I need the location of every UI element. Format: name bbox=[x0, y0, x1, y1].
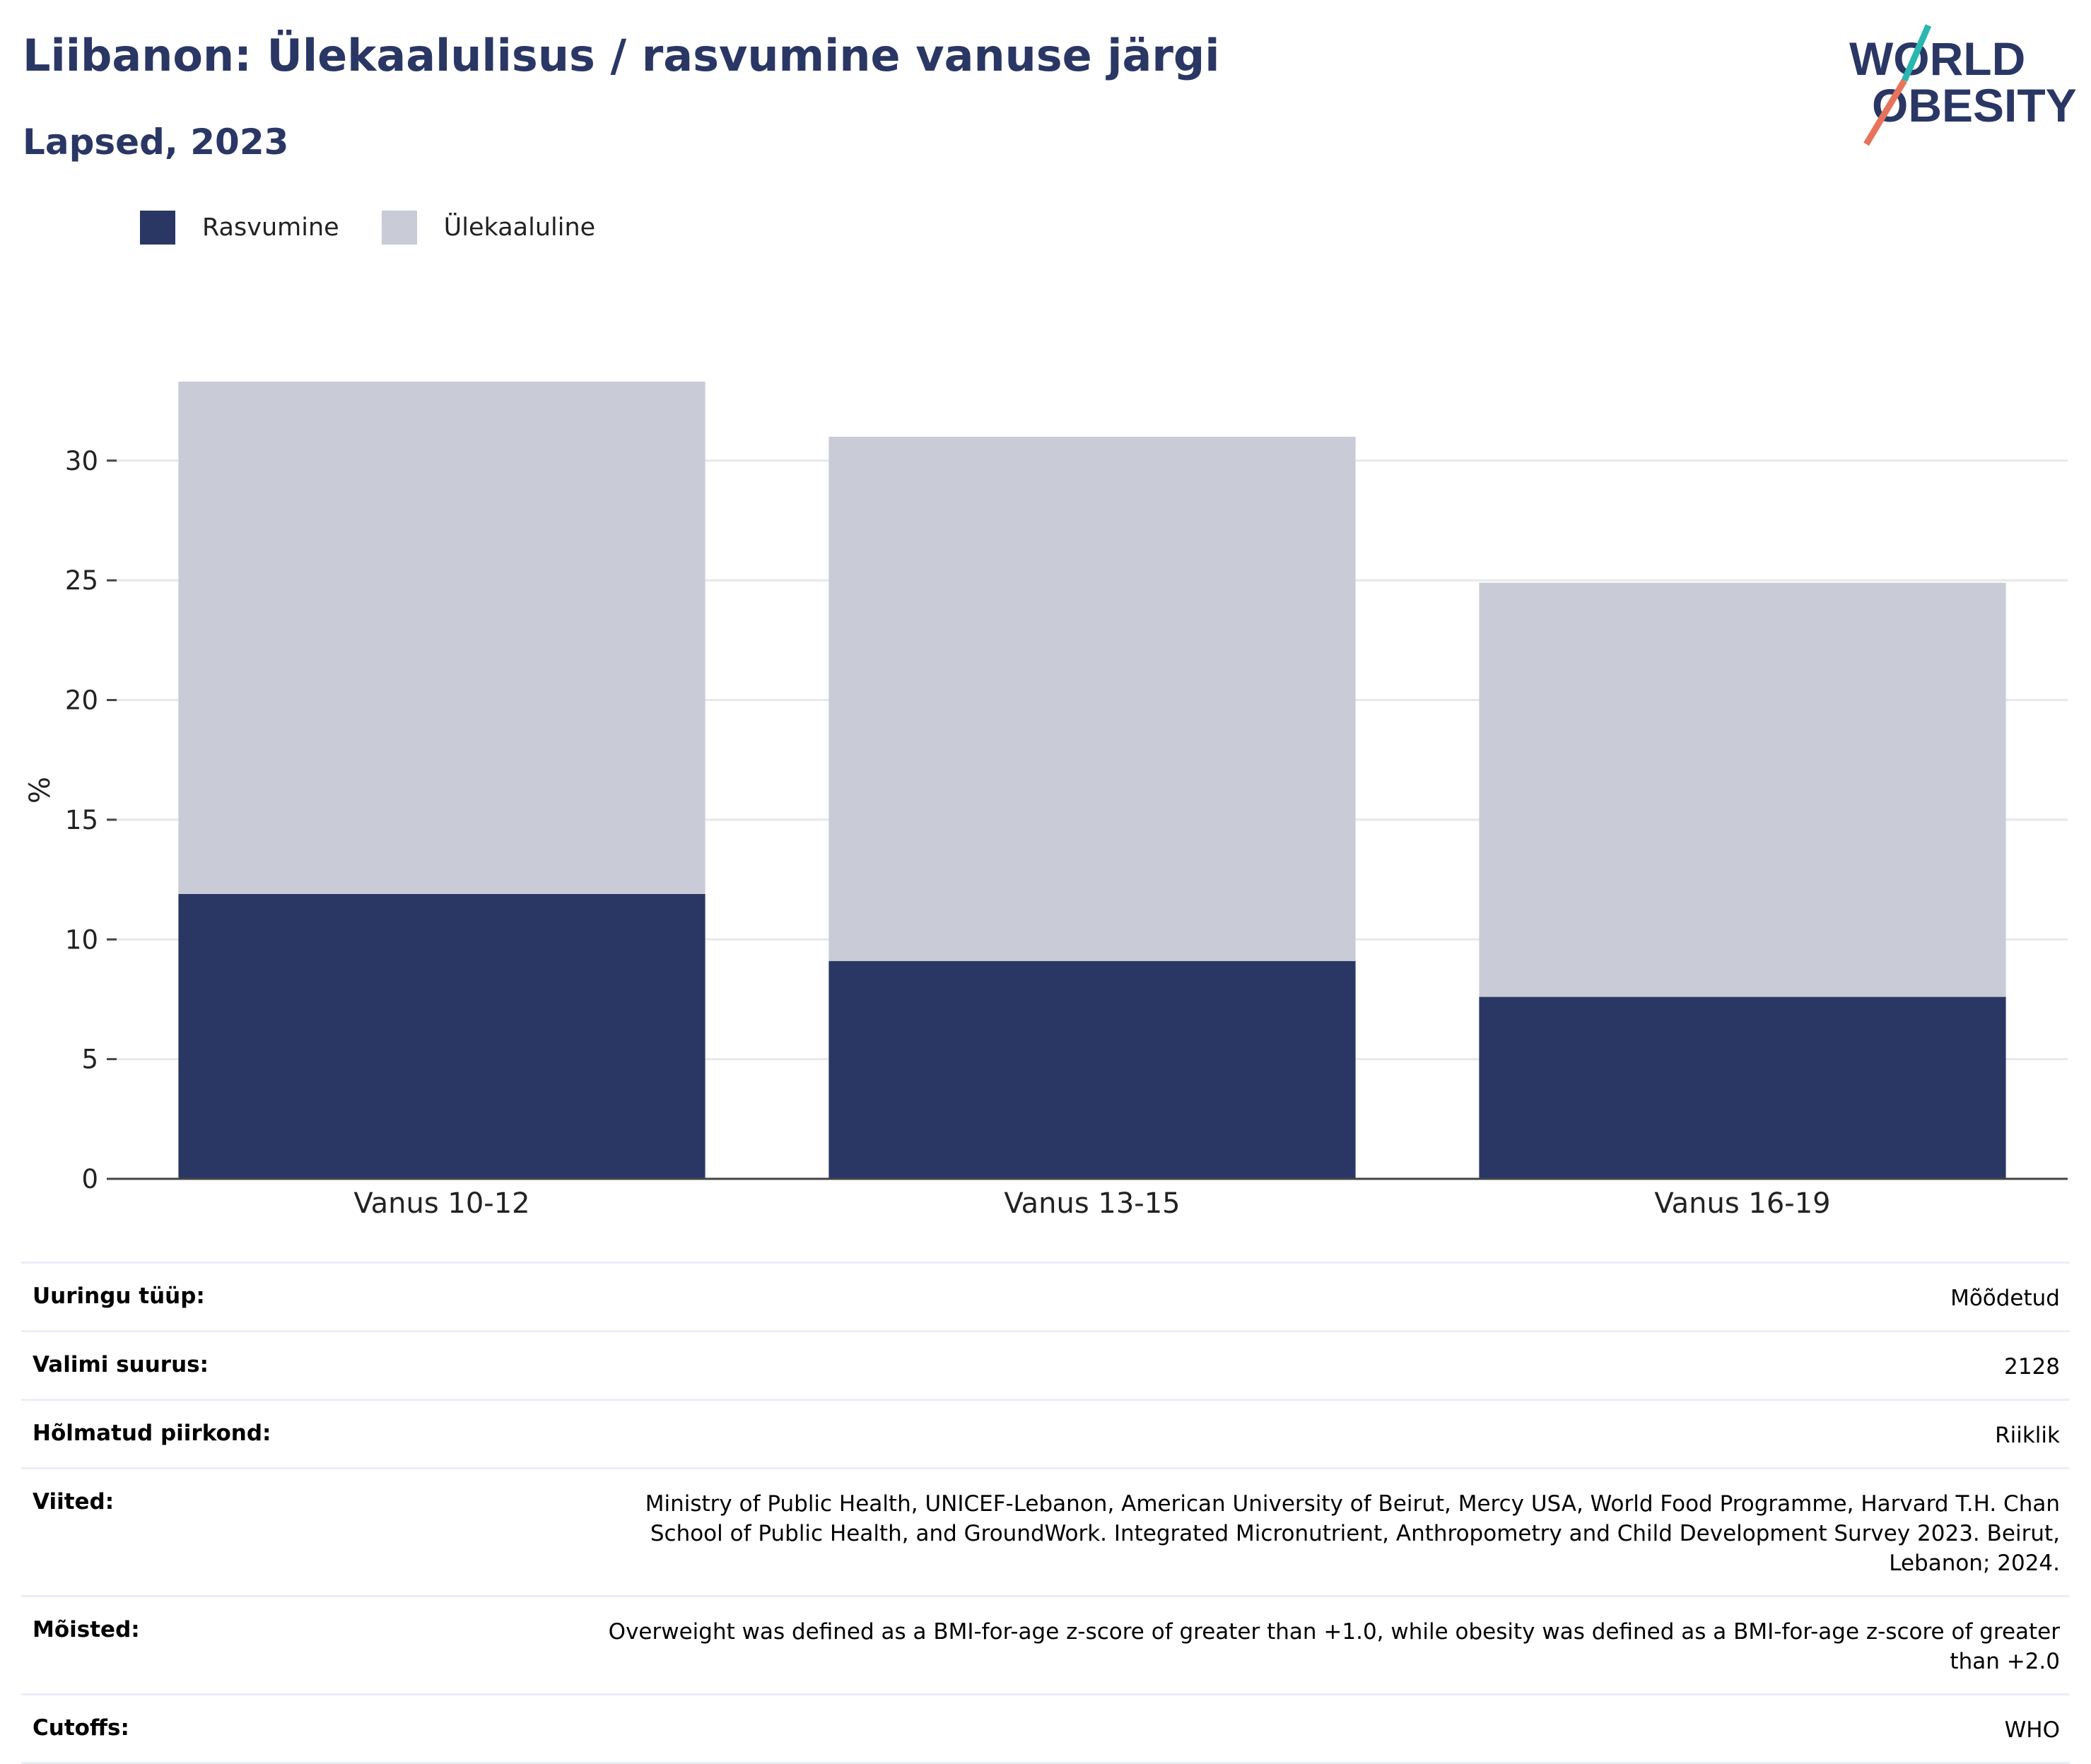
y-tick-label: 15 bbox=[65, 805, 98, 835]
meta-value: Ministry of Public Health, UNICEF-Lebano… bbox=[645, 1491, 2060, 1576]
world-obesity-logo: WORLD OBESITY bbox=[1849, 24, 2077, 146]
x-tick-label: Vanus 13-15 bbox=[1004, 1187, 1180, 1220]
meta-row-area-covered: Hõlmatud piirkond: Riiklik bbox=[21, 1399, 2070, 1467]
logo-slash-teal bbox=[1901, 24, 1932, 82]
bar-overweight bbox=[1479, 582, 2006, 997]
meta-value: Mõõdetud bbox=[1950, 1286, 2060, 1311]
legend-swatch-overweight bbox=[381, 211, 417, 245]
stacked-bar-chart: 0 5 10 15 20 25 30% Vanus 10-12 Vanus 13-15 Vanus… bbox=[24, 382, 2068, 1220]
y-tick-label: 20 bbox=[65, 686, 98, 716]
meta-value: 2128 bbox=[2004, 1354, 2060, 1380]
y-tick-label: 25 bbox=[65, 565, 98, 596]
metadata-table: Uuringu tüüp: Mõõdetud Valimi suurus: 21… bbox=[21, 1262, 2070, 1764]
y-tick-label: 0 bbox=[81, 1164, 98, 1194]
y-tick-label: 5 bbox=[81, 1045, 98, 1075]
meta-label: Valimi suurus: bbox=[33, 1352, 209, 1377]
logo-line-1: WORLD bbox=[1849, 33, 2025, 85]
meta-label: Viited: bbox=[33, 1489, 115, 1515]
meta-row-definitions: Mõisted: Overweight was defined as a BMI… bbox=[21, 1595, 2070, 1693]
legend-item-obesity[interactable]: Rasvumine bbox=[140, 211, 339, 245]
meta-label: Cutoffs: bbox=[33, 1715, 129, 1741]
x-tick-label: Vanus 16-19 bbox=[1654, 1187, 1830, 1220]
bar-overweight bbox=[178, 382, 705, 894]
page-title: Liibanon: Ülekaalulisus / rasvumine vanu… bbox=[23, 30, 1220, 81]
meta-label: Mõisted: bbox=[33, 1617, 140, 1642]
y-tick-label: 30 bbox=[65, 446, 98, 476]
y-axis-title: % bbox=[24, 777, 57, 804]
x-tick-label: Vanus 10-12 bbox=[353, 1187, 529, 1220]
chart-legend: Rasvumine Ülekaaluline bbox=[140, 211, 638, 245]
meta-row-sample-size: Valimi suurus: 2128 bbox=[21, 1330, 2070, 1399]
meta-row-references: Viited: Ministry of Public Health, UNICE… bbox=[21, 1467, 2070, 1595]
logo-slash-coral bbox=[1863, 78, 1907, 146]
legend-label-obesity: Rasvumine bbox=[202, 213, 339, 242]
page-subtitle: Lapsed, 2023 bbox=[23, 122, 289, 163]
bar-overweight bbox=[828, 436, 1356, 961]
y-tick-label: 10 bbox=[65, 924, 98, 955]
meta-label: Hõlmatud piirkond: bbox=[33, 1421, 271, 1446]
meta-value: WHO bbox=[2004, 1717, 2060, 1743]
meta-label: Uuringu tüüp: bbox=[33, 1283, 205, 1309]
bar-obesity bbox=[1479, 996, 2006, 1179]
meta-value: Riiklik bbox=[1995, 1423, 2060, 1448]
meta-row-cutoffs: Cutoffs: WHO bbox=[21, 1693, 2070, 1764]
bar-obesity bbox=[828, 960, 1356, 1179]
legend-item-overweight[interactable]: Ülekaaluline bbox=[381, 211, 596, 245]
meta-value: Overweight was defined as a BMI-for-age … bbox=[608, 1619, 2060, 1674]
legend-label-overweight: Ülekaaluline bbox=[443, 213, 596, 242]
bar-obesity bbox=[178, 893, 705, 1179]
legend-swatch-obesity bbox=[140, 211, 175, 245]
meta-row-survey-type: Uuringu tüüp: Mõõdetud bbox=[21, 1262, 2070, 1330]
logo-line-2: OBESITY bbox=[1872, 79, 2077, 131]
